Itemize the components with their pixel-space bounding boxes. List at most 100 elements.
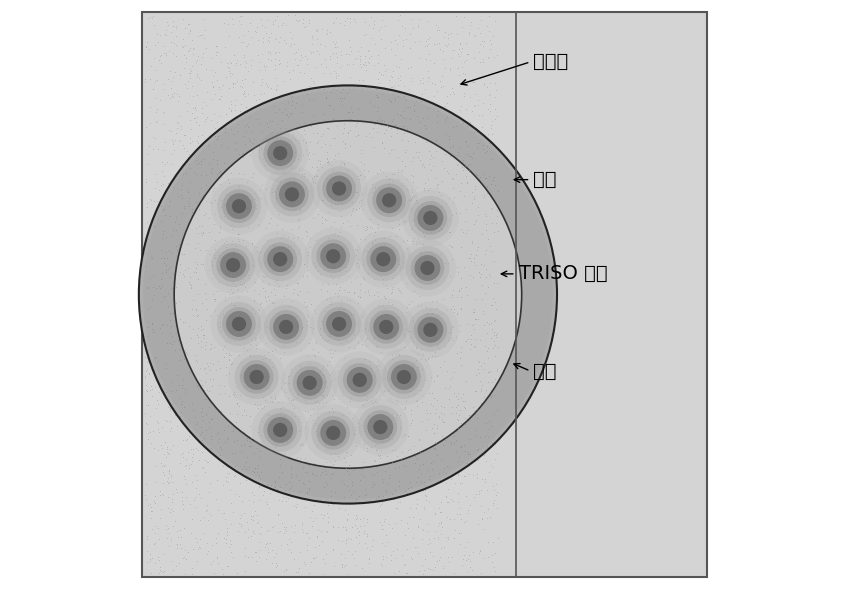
Point (223, 462, 237, 471)
Point (220, 349, 233, 358)
Point (440, 92, 453, 101)
Point (335, 93, 348, 102)
Point (357, 472, 371, 481)
Point (166, 249, 179, 258)
Point (404, 482, 418, 492)
Point (265, 214, 278, 223)
Point (150, 104, 164, 114)
Point (357, 223, 370, 232)
Point (402, 445, 415, 455)
Circle shape (413, 313, 447, 347)
Point (481, 135, 495, 144)
Point (411, 365, 424, 375)
Point (322, 331, 335, 340)
Point (481, 514, 494, 523)
Point (252, 221, 266, 231)
Point (362, 229, 375, 239)
Point (200, 305, 214, 314)
Point (233, 401, 246, 411)
Point (352, 170, 366, 180)
Point (447, 197, 460, 207)
Point (255, 299, 268, 308)
Point (329, 487, 342, 497)
Point (455, 22, 469, 31)
Point (380, 310, 394, 320)
Point (149, 395, 163, 405)
Point (489, 374, 503, 383)
Point (413, 96, 427, 105)
Point (375, 90, 389, 99)
Point (407, 239, 420, 248)
Point (428, 352, 441, 361)
Point (351, 418, 365, 428)
Point (142, 369, 155, 378)
Point (424, 408, 437, 418)
Point (357, 166, 370, 175)
Point (345, 47, 358, 56)
Point (302, 154, 316, 163)
Point (185, 452, 199, 462)
Point (162, 201, 176, 211)
Point (446, 302, 459, 311)
Point (261, 398, 274, 407)
Circle shape (411, 251, 444, 285)
Text: 慢化剂: 慢化剂 (533, 52, 569, 71)
Point (482, 171, 496, 181)
Point (430, 421, 444, 430)
Point (267, 428, 281, 438)
Point (328, 449, 341, 458)
Point (342, 460, 356, 469)
Point (367, 455, 380, 465)
Point (356, 260, 369, 270)
Point (282, 11, 295, 20)
Point (469, 217, 482, 227)
Point (408, 191, 421, 201)
Point (228, 336, 241, 346)
Point (463, 500, 476, 509)
Point (351, 262, 365, 272)
Point (217, 352, 231, 362)
Circle shape (258, 408, 302, 452)
Point (412, 332, 425, 342)
Point (160, 289, 174, 298)
Point (314, 250, 328, 260)
Point (410, 543, 424, 552)
Point (484, 422, 498, 431)
Point (441, 42, 454, 51)
Point (150, 29, 164, 39)
Point (191, 476, 205, 485)
Point (453, 44, 466, 54)
Point (483, 512, 497, 522)
Point (436, 475, 450, 485)
Point (149, 461, 163, 471)
Point (198, 363, 211, 373)
Point (273, 177, 287, 186)
Point (388, 94, 402, 103)
Point (339, 365, 352, 374)
Point (313, 247, 327, 256)
Point (284, 385, 297, 394)
Point (323, 100, 336, 110)
Point (314, 284, 328, 293)
Point (481, 504, 495, 513)
Point (252, 94, 266, 104)
Point (139, 174, 153, 184)
Point (402, 85, 416, 94)
Point (179, 54, 193, 63)
Point (455, 62, 469, 71)
Point (234, 372, 248, 382)
Point (354, 145, 368, 155)
Point (220, 72, 233, 81)
Point (173, 267, 187, 276)
Point (486, 325, 499, 334)
Point (318, 140, 331, 149)
Point (367, 16, 380, 25)
Point (468, 181, 481, 191)
Point (401, 432, 414, 441)
Point (298, 129, 312, 138)
Point (235, 191, 249, 200)
Point (395, 431, 408, 441)
Point (471, 73, 485, 82)
Point (159, 29, 172, 38)
Circle shape (351, 399, 409, 455)
